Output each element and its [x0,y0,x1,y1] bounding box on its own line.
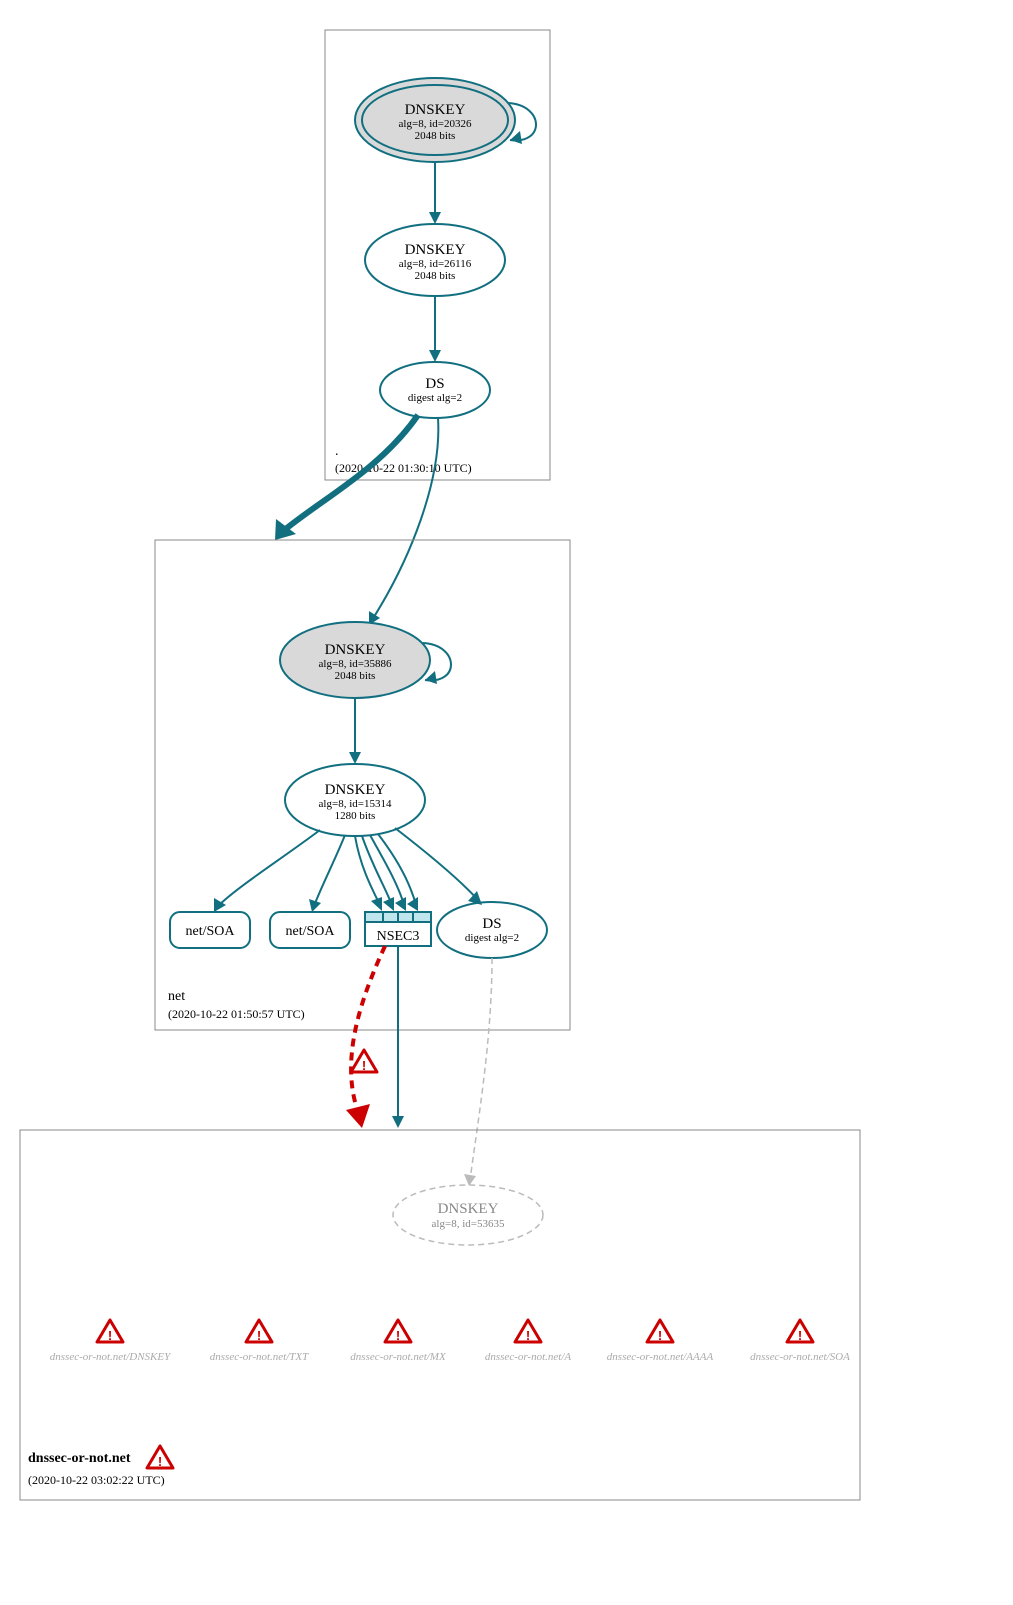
node-net-nsec3: NSEC3 [365,912,431,946]
edge-nzsk-soa2 [314,835,345,906]
net-zsk-sub2: 1280 bits [335,810,376,822]
edge-nzsk-soa1 [218,830,320,906]
record-txt: ! dnssec-or-not.net/TXT [210,1320,309,1363]
net-soa2-title: net/SOA [286,924,336,939]
arrow-nzsk-nsec3c [395,897,406,911]
record-mx: ! dnssec-or-not.net/MX [350,1320,447,1363]
svg-text:!: ! [108,1328,112,1343]
leaf-key-sub1: alg=8, id=53635 [432,1218,505,1230]
svg-text:!: ! [158,1454,162,1469]
arrow-rksk-rzsk [429,212,441,224]
net-ksk-title: DNSKEY [325,642,386,658]
record-soa: ! dnssec-or-not.net/SOA [750,1320,850,1363]
warning-icon-edge: ! [351,1050,377,1073]
root-ksk-title: DNSKEY [405,102,466,118]
svg-text:!: ! [798,1328,802,1343]
svg-text:dnssec-or-not.net/SOA: dnssec-or-not.net/SOA [750,1351,850,1363]
arrow-nzsk-nsec3a [371,897,382,911]
arrow-rzsk-rds [429,350,441,362]
root-zsk-sub2: 2048 bits [415,270,456,282]
net-ds-title: DS [482,916,501,932]
net-zsk-title: DNSKEY [325,782,386,798]
edge-rds-netksk [372,418,438,620]
zone-leaf-box [20,1130,860,1500]
svg-text:!: ! [396,1328,400,1343]
zone-root-timestamp: (2020-10-22 01:30:10 UTC) [335,461,472,475]
zone-root-label: . [335,444,339,459]
svg-text:!: ! [257,1328,261,1343]
dnssec-diagram: . (2020-10-22 01:30:10 UTC) DNSKEY alg=8… [0,0,1013,1605]
zone-leaf-label: dnssec-or-not.net [28,1451,131,1466]
zone-leaf-timestamp: (2020-10-22 03:02:22 UTC) [28,1473,165,1487]
svg-text:!: ! [526,1328,530,1343]
zone-net-timestamp: (2020-10-22 01:50:57 UTC) [168,1007,305,1021]
root-ds-sub1: digest alg=2 [408,392,462,404]
net-ds-sub1: digest alg=2 [465,932,519,944]
record-aaaa: ! dnssec-or-not.net/AAAA [607,1320,714,1363]
svg-text:dnssec-or-not.net/AAAA: dnssec-or-not.net/AAAA [607,1351,714,1363]
svg-text:dnssec-or-not.net/DNSKEY: dnssec-or-not.net/DNSKEY [50,1351,172,1363]
net-nsec3-title: NSEC3 [377,929,420,944]
zone-net-label: net [168,989,185,1004]
svg-text:dnssec-or-not.net/MX: dnssec-or-not.net/MX [350,1351,447,1363]
edge-nds-leafkey [470,958,492,1180]
svg-text:!: ! [362,1058,366,1073]
net-soa1-title: net/SOA [186,924,236,939]
root-ksk-sub1: alg=8, id=20326 [399,118,472,130]
arrow-nsec3-leaf [392,1116,404,1128]
net-zsk-sub1: alg=8, id=15314 [319,798,392,810]
warning-icon-zone: ! [147,1446,173,1469]
root-ds-title: DS [425,376,444,392]
edge-nzsk-nsec3d [378,834,416,905]
record-dnskey: ! dnssec-or-not.net/DNSKEY [50,1320,172,1363]
arrow-nsec3-leaf-error [346,1104,370,1128]
net-ksk-sub1: alg=8, id=35886 [319,658,392,670]
svg-text:!: ! [658,1328,662,1343]
net-ksk-sub2: 2048 bits [335,670,376,682]
svg-text:dnssec-or-not.net/A: dnssec-or-not.net/A [485,1351,572,1363]
leaf-key-title: DNSKEY [438,1201,499,1217]
root-ksk-sub2: 2048 bits [415,130,456,142]
arrow-nzsk-nsec3d [407,897,418,911]
edge-nsec3-leaf-error [351,946,385,1112]
arrow-nksk-nzsk [349,752,361,764]
arrow-nds-leafkey [464,1174,476,1186]
record-a: ! dnssec-or-not.net/A [485,1320,572,1363]
svg-text:dnssec-or-not.net/TXT: dnssec-or-not.net/TXT [210,1351,309,1363]
root-zsk-title: DNSKEY [405,242,466,258]
root-zsk-sub1: alg=8, id=26116 [399,258,472,270]
edge-nzsk-nds [395,828,478,900]
